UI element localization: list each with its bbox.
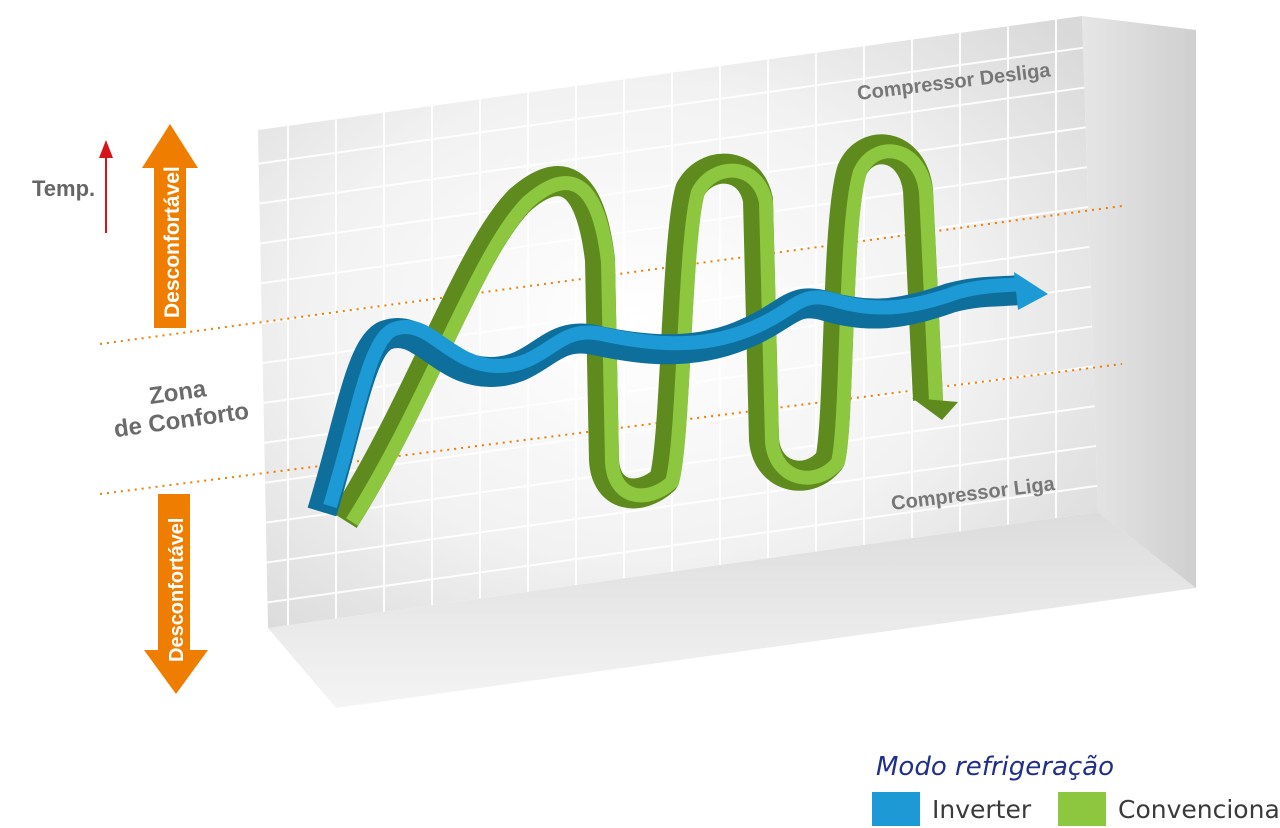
legend: Modo refrigeração Inverter Convencional	[872, 752, 1280, 828]
uncomfortable-bottom-label: Desconfortável	[166, 518, 188, 663]
uncomfortable-up-arrow: Desconfortável	[142, 124, 198, 328]
inverter-arrowhead-icon	[1014, 272, 1048, 310]
temp-up-arrow-icon	[99, 140, 113, 233]
legend-label-conventional: Convencional	[1118, 794, 1280, 824]
conventional-curve	[331, 134, 958, 529]
box-floor	[268, 512, 1196, 708]
uncomfortable-down-arrow: Desconfortável	[144, 494, 208, 694]
inverter-curve	[307, 272, 1048, 517]
legend-item-conventional: Convencional	[1058, 792, 1280, 826]
conventional-curve-face	[346, 144, 943, 526]
legend-swatch-inverter	[872, 792, 920, 826]
legend-swatch-conventional	[1058, 792, 1106, 826]
legend-title: Modo refrigeração	[876, 752, 1115, 782]
inverter-curve-face	[323, 277, 1022, 509]
conventional-curve-side	[331, 134, 943, 529]
temp-label: Temp.	[32, 176, 95, 201]
uncomfortable-top-label: Desconfortável	[161, 166, 184, 318]
legend-label-inverter: Inverter	[932, 794, 1032, 824]
legend-item-inverter: Inverter	[872, 792, 1031, 826]
conventional-arrowhead-icon	[912, 398, 958, 420]
box-side-wall	[1082, 16, 1196, 588]
comfort-zone-label: Zona de Conforto	[112, 375, 250, 443]
